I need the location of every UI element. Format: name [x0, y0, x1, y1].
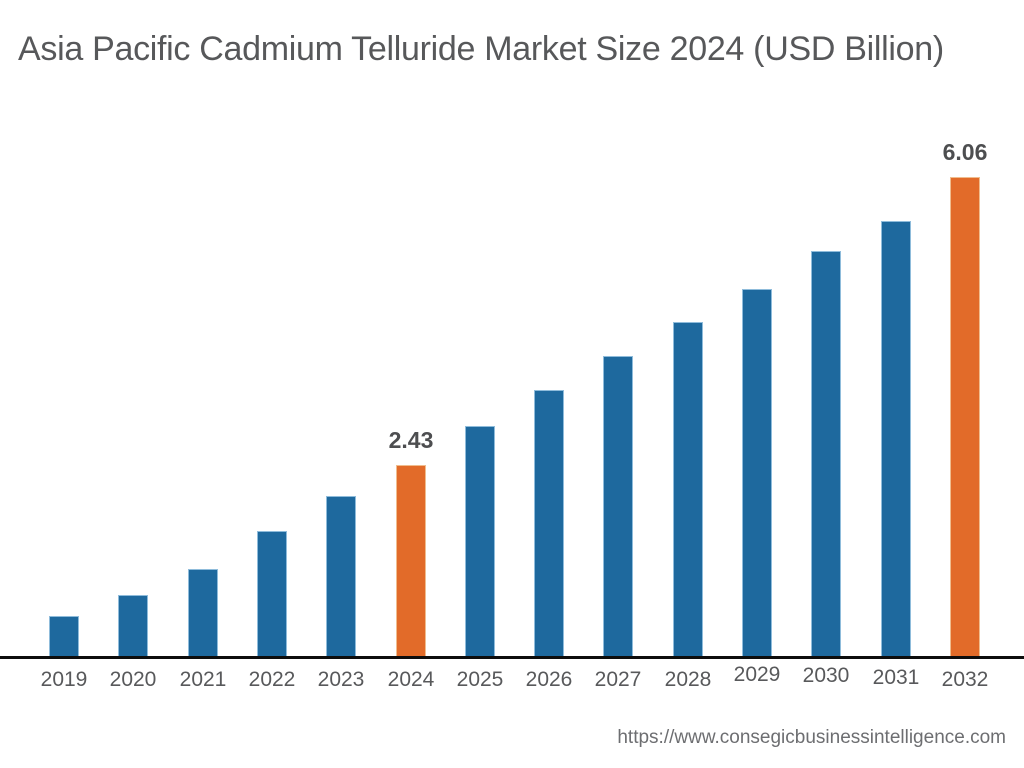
bar-2032: [950, 177, 980, 658]
bar-2027: [603, 356, 633, 658]
tick-label-2030: 2030: [802, 664, 850, 687]
tick-label-2023: 2023: [317, 668, 365, 691]
tick-label-2031: 2031: [872, 666, 920, 689]
bar-2019: [49, 616, 79, 658]
tick-label-2025: 2025: [456, 668, 504, 691]
bar-2026: [534, 390, 564, 658]
tick-label-2024: 2024: [387, 668, 435, 691]
bar-2028: [673, 322, 703, 658]
bar-2031: [881, 221, 911, 658]
bar-2025: [465, 426, 495, 658]
value-label-2032: 6.06: [942, 139, 988, 165]
tick-label-2019: 2019: [40, 668, 88, 691]
tick-label-2020: 2020: [109, 668, 157, 691]
bar-2023: [326, 496, 356, 658]
source-url: https://www.consegicbusinessintelligence…: [617, 727, 1006, 748]
tick-label-2028: 2028: [664, 668, 712, 691]
tick-label-2022: 2022: [248, 668, 296, 691]
plot-area: 2.43 6.06: [49, 139, 988, 658]
bar-2022: [257, 531, 287, 658]
bar-2030: [811, 251, 841, 658]
tick-label-2021: 2021: [179, 668, 227, 691]
tick-label-2027: 2027: [594, 668, 642, 691]
bar-2029: [742, 289, 772, 658]
x-axis-line: [0, 656, 1024, 659]
tick-label-2032: 2032: [941, 668, 989, 691]
tick-label-2026: 2026: [525, 668, 573, 691]
chart-title: Asia Pacific Cadmium Telluride Market Si…: [18, 30, 944, 68]
bar-2024: [396, 465, 426, 658]
bar-2021: [188, 569, 218, 658]
value-label-2024: 2.43: [388, 427, 434, 453]
tick-label-2029: 2029: [733, 663, 781, 686]
bar-2020: [118, 595, 148, 658]
